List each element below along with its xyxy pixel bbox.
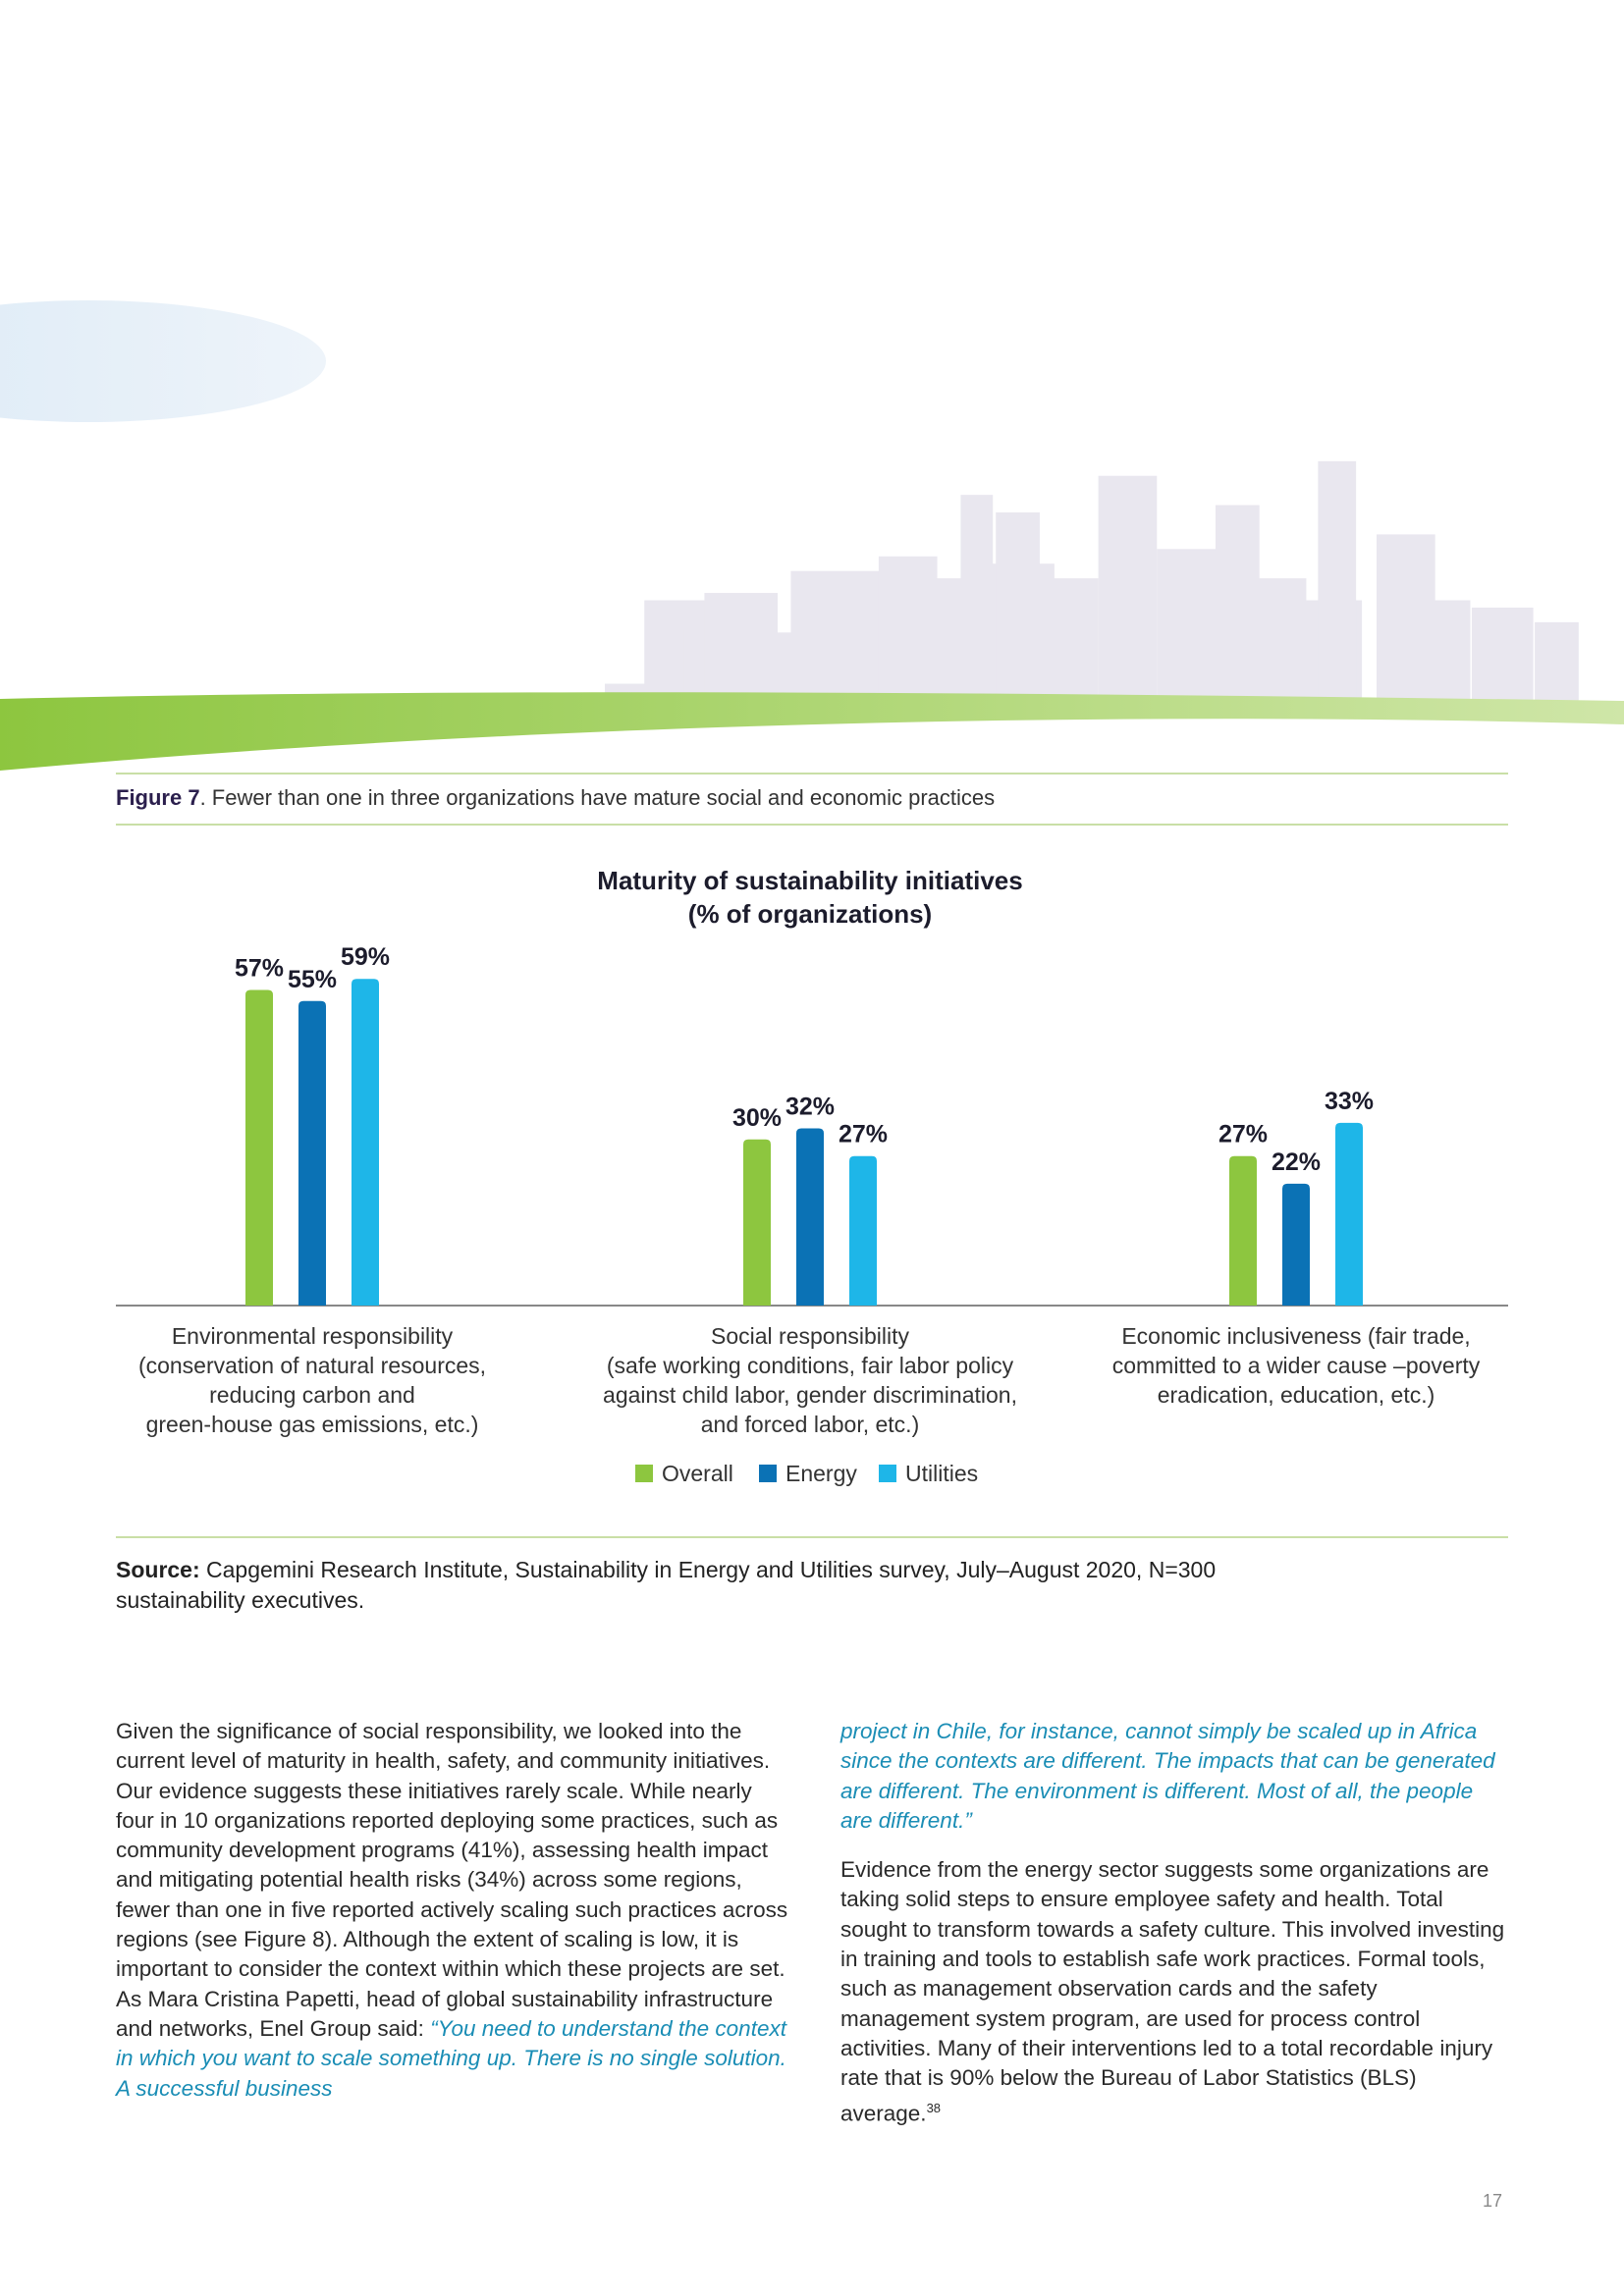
bar	[849, 1155, 877, 1306]
building	[1039, 578, 1099, 703]
footnote: 38	[926, 2100, 942, 2115]
bar	[245, 989, 273, 1306]
source-text: Capgemini Research Institute, Sustainabi…	[116, 1557, 1217, 1613]
building	[790, 570, 882, 703]
category-label: Economic inclusiveness (fair trade, comm…	[1111, 1323, 1481, 1408]
left-column: Given the significance of social respons…	[116, 1717, 793, 2104]
building	[1405, 600, 1471, 703]
bar	[743, 1139, 771, 1306]
legend-swatch	[635, 1465, 653, 1482]
bar	[1282, 1183, 1310, 1306]
legend-swatch	[879, 1465, 896, 1482]
category-label: Environmental responsibility (conservati…	[137, 1323, 487, 1437]
data-label: 22%	[1272, 1148, 1321, 1176]
building	[1471, 607, 1534, 703]
legend-label: Overall	[662, 1461, 733, 1486]
source-label: Source:	[116, 1557, 200, 1582]
paragraph-block: Evidence from the energy sector suggests…	[840, 1855, 1510, 2128]
quote: “You need to understand the context in w…	[116, 2015, 786, 2101]
figure-label: Figure 7	[116, 785, 200, 810]
grass-wave	[0, 692, 1624, 771]
data-label: 30%	[732, 1104, 782, 1132]
page-number: 17	[1483, 2191, 1503, 2211]
right-column: project in Chile, for instance, cannot s…	[840, 1717, 1510, 2128]
data-label: 55%	[288, 966, 337, 993]
skyline	[604, 460, 1579, 703]
figure-caption: Figure 7. Fewer than one in three organi…	[116, 785, 995, 811]
data-label: 32%	[785, 1094, 835, 1121]
data-label: 57%	[235, 955, 284, 983]
chart-title: Maturity of sustainability initiatives (…	[597, 866, 1023, 929]
paragraph: Given the significance of social respons…	[116, 1719, 788, 2041]
bar	[1229, 1155, 1257, 1306]
legend-swatch	[759, 1465, 777, 1482]
legend-label: Utilities	[905, 1461, 978, 1486]
data-label: 27%	[1218, 1121, 1268, 1148]
quote: project in Chile, for instance, cannot s…	[840, 1719, 1495, 1833]
bar	[796, 1128, 824, 1306]
paragraph: Evidence from the energy sector suggests…	[840, 1857, 1505, 2126]
data-label: 27%	[839, 1121, 888, 1148]
bar	[298, 1000, 326, 1306]
bar	[1335, 1122, 1363, 1306]
building	[996, 512, 1040, 703]
source: Source: Capgemini Research Institute, Su…	[116, 1555, 1333, 1616]
data-label: 59%	[341, 943, 390, 971]
decor-oval	[0, 300, 326, 422]
building	[1318, 460, 1357, 703]
bar	[352, 979, 379, 1306]
building	[1535, 621, 1579, 703]
chart: 57% 30% 27% 55% 32% 22% 59% 27% 33% Overall Energy…	[235, 943, 1374, 1486]
building	[1098, 475, 1158, 703]
data-label: 33%	[1325, 1088, 1374, 1115]
figure-text: . Fewer than one in three organizations …	[199, 785, 996, 810]
legend-label: Energy	[785, 1461, 857, 1486]
category-label: Social responsibility (safe working cond…	[603, 1323, 1017, 1437]
building	[704, 593, 778, 703]
